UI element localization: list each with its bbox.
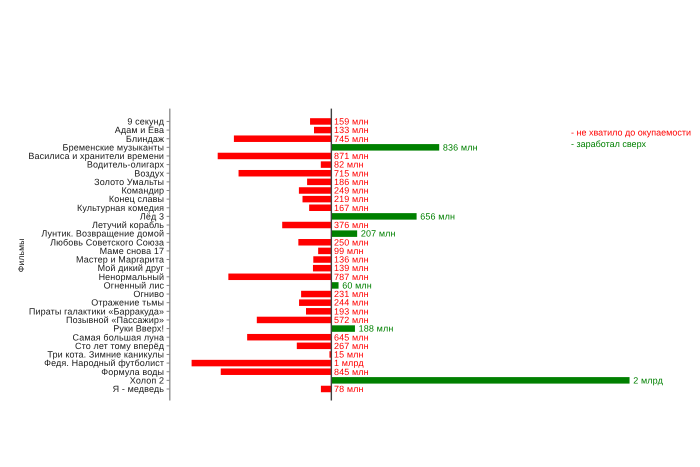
svg-text:787 млн: 787 млн [334,272,369,282]
svg-text:- заработал сверх: - заработал сверх [571,139,646,149]
svg-text:193 млн: 193 млн [334,306,369,316]
svg-text:Отражение тьмы: Отражение тьмы [91,298,164,308]
svg-text:871 млн: 871 млн [334,151,369,161]
svg-text:656 млн: 656 млн [420,211,455,221]
svg-text:78 млн: 78 млн [334,384,364,394]
svg-text:Бременские музыканты: Бременские музыканты [63,142,165,152]
svg-text:Огниво: Огниво [133,289,164,299]
svg-text:249 млн: 249 млн [334,186,369,196]
svg-text:Мастер и Маргарита: Мастер и Маргарита [76,255,164,265]
svg-text:845 млн: 845 млн [334,367,369,377]
svg-text:Формула воды: Формула воды [101,367,164,377]
svg-text:Культурная комедия: Культурная комедия [77,203,164,213]
svg-text:159 млн: 159 млн [334,117,369,127]
svg-text:Холоп 2: Холоп 2 [130,375,164,385]
svg-text:Три кота. Зимние каникулы: Три кота. Зимние каникулы [47,350,164,360]
svg-text:136 млн: 136 млн [334,255,369,265]
svg-text:99 млн: 99 млн [334,246,364,256]
svg-text:Руки Вверх!: Руки Вверх! [113,324,164,334]
svg-text:836 млн: 836 млн [443,142,478,152]
svg-text:2 млрд: 2 млрд [633,375,663,385]
svg-text:745 млн: 745 млн [334,134,369,144]
svg-text:Василиса и хранители времени: Василиса и хранители времени [28,151,164,161]
svg-text:1 млрд: 1 млрд [334,358,364,368]
svg-text:Адам и Ева: Адам и Ева [115,125,164,135]
svg-text:Лунтик. Возвращение домой: Лунтик. Возвращение домой [41,229,164,239]
svg-text:Блиндаж: Блиндаж [126,134,164,144]
svg-text:Мой дикий друг: Мой дикий друг [98,263,165,273]
svg-text:Летучий корабль: Летучий корабль [92,220,164,230]
svg-text:82 млн: 82 млн [334,160,364,170]
svg-text:139 млн: 139 млн [334,263,369,273]
svg-text:Огненный лис: Огненный лис [104,280,165,290]
svg-text:Командир: Командир [121,186,164,196]
svg-text:Самая большая луна: Самая большая луна [73,332,165,342]
svg-text:250 млн: 250 млн [334,237,369,247]
svg-text:Фильмы: Фильмы [16,239,26,273]
svg-text:15 млн: 15 млн [334,350,364,360]
svg-text:Я - медведь: Я - медведь [113,384,165,394]
svg-text:133 млн: 133 млн [334,125,369,135]
svg-text:186 млн: 186 млн [334,177,369,187]
svg-text:Ненормальный: Ненормальный [99,272,165,282]
svg-text:Пираты галактики «Барракуда»: Пираты галактики «Барракуда» [29,306,164,316]
svg-text:Воздух: Воздух [134,168,164,178]
svg-text:188 млн: 188 млн [359,324,394,334]
svg-text:9 секунд: 9 секунд [127,117,164,127]
svg-text:376 млн: 376 млн [334,220,369,230]
svg-text:Лёд 3: Лёд 3 [140,211,164,221]
svg-text:60 млн: 60 млн [342,280,372,290]
svg-text:167 млн: 167 млн [334,203,369,213]
svg-text:Конец славы: Конец славы [109,194,164,204]
svg-text:Федя. Народный футболист: Федя. Народный футболист [44,358,164,368]
svg-text:715 млн: 715 млн [334,168,369,178]
svg-text:244 млн: 244 млн [334,298,369,308]
svg-text:231 млн: 231 млн [334,289,369,299]
svg-text:572 млн: 572 млн [334,315,369,325]
svg-text:Водитель-олигарх: Водитель-олигарх [87,160,165,170]
svg-text:267 млн: 267 млн [334,341,369,351]
svg-text:219 млн: 219 млн [334,194,369,204]
svg-text:Позывной «Пассажир»: Позывной «Пассажир» [66,315,164,325]
svg-text:Сто лет тому вперёд: Сто лет тому вперёд [75,341,165,351]
svg-text:645 млн: 645 млн [334,332,369,342]
svg-text:Маме снова 17: Маме снова 17 [100,246,165,256]
svg-text:- не хватило до окупаемости: - не хватило до окупаемости [571,128,691,138]
svg-text:Любовь Советского Союза: Любовь Советского Союза [50,237,164,247]
svg-text:Золото Умальты: Золото Умальты [94,177,164,187]
svg-text:207 млн: 207 млн [361,229,396,239]
